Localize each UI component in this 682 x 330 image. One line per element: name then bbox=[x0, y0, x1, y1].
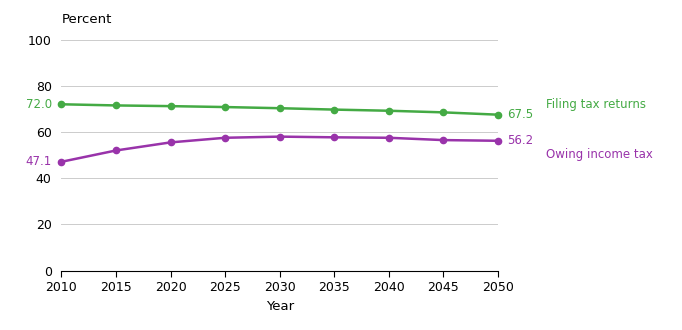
X-axis label: Year: Year bbox=[265, 300, 294, 313]
Text: Filing tax returns: Filing tax returns bbox=[546, 98, 647, 112]
Text: 56.2: 56.2 bbox=[507, 134, 534, 147]
Text: 67.5: 67.5 bbox=[507, 108, 534, 121]
Text: 72.0: 72.0 bbox=[25, 98, 52, 111]
Text: 47.1: 47.1 bbox=[25, 155, 52, 168]
Text: Percent: Percent bbox=[61, 13, 112, 26]
Text: Owing income tax: Owing income tax bbox=[546, 148, 653, 161]
